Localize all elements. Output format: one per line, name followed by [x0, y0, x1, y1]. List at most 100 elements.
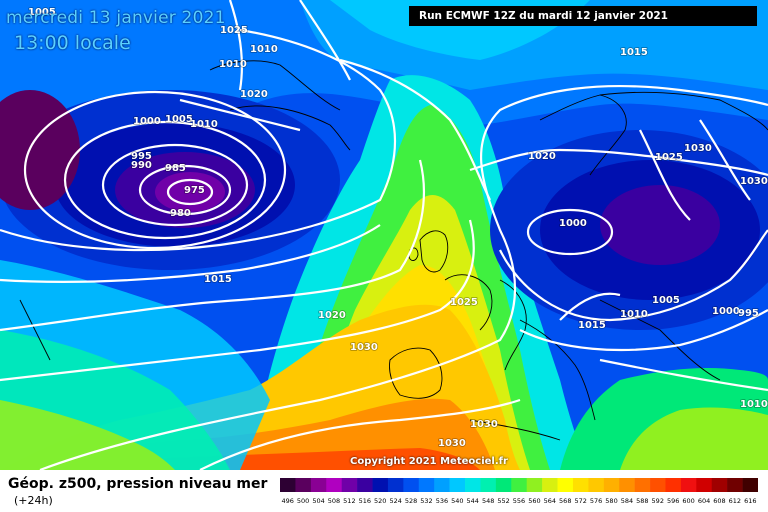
scale-swatch — [542, 478, 558, 492]
scale-label: 576 — [590, 497, 602, 505]
scale-swatch — [727, 478, 743, 492]
scale-label: 608 — [713, 497, 725, 505]
scale-swatch — [372, 478, 389, 492]
legend-title: Géop. z500, pression niveau mer — [8, 476, 268, 492]
scale-swatch — [280, 478, 296, 492]
isobar-label: 995 — [131, 151, 152, 162]
scale-label: 520 — [374, 497, 386, 505]
scale-label: 532 — [420, 497, 432, 505]
scale-swatch — [572, 478, 589, 492]
scale-swatch — [650, 478, 666, 492]
scale-label: 524 — [389, 497, 401, 505]
scale-label: 528 — [405, 497, 417, 505]
isobar-label: 1020 — [318, 310, 346, 321]
scale-label: 584 — [621, 497, 633, 505]
scale-label: 556 — [513, 497, 525, 505]
isobar-label: 990 — [131, 160, 152, 171]
scale-label: 512 — [343, 497, 355, 505]
scale-swatch — [696, 478, 713, 492]
scale-swatch — [665, 478, 682, 492]
scale-swatch — [403, 478, 420, 492]
scale-swatch — [742, 478, 758, 492]
scale-label: 616 — [744, 497, 756, 505]
scale-swatch — [465, 478, 481, 492]
scale-swatch — [634, 478, 651, 492]
isobar-label: 1015 — [204, 274, 232, 285]
scale-label: 600 — [682, 497, 694, 505]
scale-swatch — [526, 478, 543, 492]
scale-swatch — [357, 478, 373, 492]
scale-label: 540 — [451, 497, 463, 505]
scale-label: 496 — [281, 497, 293, 505]
scale-swatch — [449, 478, 466, 492]
isobar-label: 1030 — [438, 438, 466, 449]
isobar-label: 1000 — [559, 218, 587, 229]
scale-label: 516 — [359, 497, 371, 505]
scale-swatch — [341, 478, 358, 492]
scale-label: 564 — [544, 497, 556, 505]
scale-swatch — [511, 478, 528, 492]
scale-swatch — [434, 478, 450, 492]
isobar-label: 1005 — [652, 295, 680, 306]
isobar-label: 1000 — [712, 306, 740, 317]
legend-footer: Géop. z500, pression niveau mer (+24h) 4… — [0, 470, 768, 512]
isobar-label: 1030 — [350, 342, 378, 353]
scale-swatch — [480, 478, 497, 492]
isobar-label: 1010 — [190, 119, 218, 130]
forecast-time: 13:00 locale — [14, 32, 131, 54]
isobar-label: 1005 — [165, 114, 193, 125]
isobar-label: 975 — [184, 185, 205, 196]
scale-label: 504 — [312, 497, 324, 505]
scale-label: 536 — [436, 497, 448, 505]
isobar-label: 1015 — [578, 320, 606, 331]
isobar-label: 1025 — [655, 152, 683, 163]
isobar-label: 1005 — [28, 7, 56, 18]
scale-swatch — [557, 478, 574, 492]
scale-label: 568 — [559, 497, 571, 505]
scale-swatch — [619, 478, 635, 492]
run-info: Run ECMWF 12Z du mardi 12 janvier 2021 — [409, 6, 757, 26]
scale-swatch — [295, 478, 312, 492]
isobar-label: 1030 — [740, 176, 768, 187]
isobar-label: 1010 — [620, 309, 648, 320]
isobar-label: 1015 — [620, 47, 648, 58]
scale-swatch — [588, 478, 605, 492]
scale-label: 580 — [605, 497, 617, 505]
scale-label: 612 — [729, 497, 741, 505]
scale-label: 572 — [574, 497, 586, 505]
isobar-label: 1030 — [470, 419, 498, 430]
scale-label: 596 — [667, 497, 679, 505]
isobar-label: 1025 — [220, 25, 248, 36]
scale-swatch — [680, 478, 697, 492]
scale-label: 604 — [698, 497, 710, 505]
forecast-offset: (+24h) — [14, 494, 53, 507]
weather-map: 1005 1025 1010 1010 1020 1000 1005 1010 … — [0, 0, 768, 470]
copyright: Copyright 2021 Meteociel.fr — [350, 456, 508, 467]
isobar-label: 1020 — [240, 89, 268, 100]
scale-swatch — [310, 478, 327, 492]
isobar-label: 1010 — [219, 59, 247, 70]
isobar-label: 1025 — [450, 297, 478, 308]
scale-swatch — [711, 478, 728, 492]
isobar-label: 1000 — [133, 116, 161, 127]
scale-label: 548 — [482, 497, 494, 505]
scale-label: 544 — [467, 497, 479, 505]
isobar-lines — [0, 0, 768, 470]
isobar-label: 1010 — [740, 399, 768, 410]
scale-label: 588 — [636, 497, 648, 505]
isobar-label: 980 — [170, 208, 191, 219]
scale-swatch — [603, 478, 620, 492]
isobar-label: 985 — [165, 163, 186, 174]
scale-label: 508 — [328, 497, 340, 505]
scale-label: 592 — [652, 497, 664, 505]
isobar-label: 1030 — [684, 143, 712, 154]
scale-swatch — [418, 478, 435, 492]
scale-swatch — [387, 478, 404, 492]
color-scale: 496 500 504 508 512 516 520 524 528 532 536 540 544 5… — [280, 478, 758, 505]
scale-label: 500 — [297, 497, 309, 505]
scale-label: 552 — [497, 497, 509, 505]
scale-swatch — [495, 478, 512, 492]
isobar-label: 1020 — [528, 151, 556, 162]
isobar-label: 995 — [738, 308, 759, 319]
scale-label: 560 — [528, 497, 540, 505]
